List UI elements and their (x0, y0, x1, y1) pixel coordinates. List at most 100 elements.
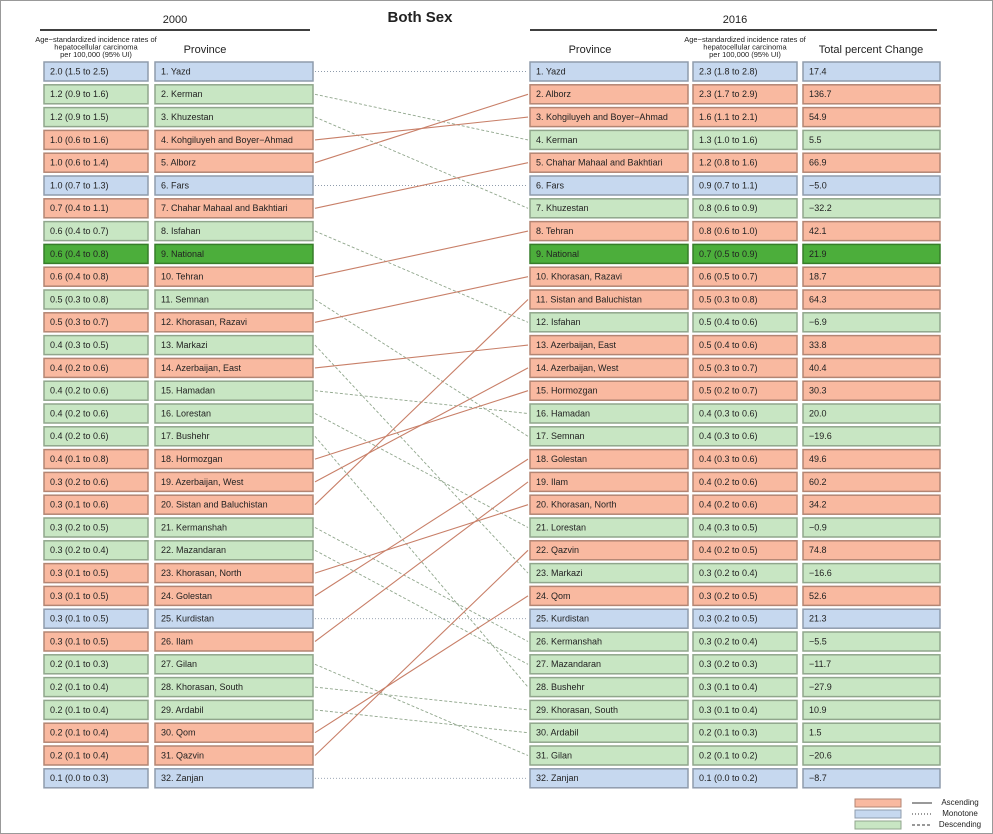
cell-text: −16.6 (809, 568, 832, 578)
cell-text: 22. Qazvin (536, 545, 579, 555)
cell-text: 30.3 (809, 386, 827, 396)
cell-text: 7. Khuzestan (536, 203, 589, 213)
cell-text: 2.3 (1.7 to 2.9) (699, 89, 758, 99)
cell (43, 699, 149, 721)
cell-text: 2. Kerman (161, 89, 203, 99)
cell-text: 0.4 (0.2 to 0.6) (50, 431, 109, 441)
cell (802, 699, 941, 721)
column-header: hepatocellular carcinoma (54, 42, 138, 51)
cell (154, 220, 314, 242)
cell (529, 198, 689, 219)
cell-text: 0.2 (0.1 to 0.4) (50, 728, 109, 738)
cell (529, 175, 689, 196)
cell (529, 106, 689, 128)
cell-text: 8. Isfahan (161, 226, 201, 236)
cell (154, 198, 314, 219)
cell-text: 26. Ilam (161, 636, 193, 646)
cell-text: 17.4 (809, 66, 827, 76)
cell (154, 380, 314, 401)
cell (154, 84, 314, 105)
cell (529, 220, 689, 242)
cell (154, 152, 314, 173)
cell (154, 562, 314, 584)
cell (692, 562, 798, 584)
title: Both Sex (387, 9, 453, 26)
cell-text: 0.5 (0.3 to 0.7) (699, 363, 758, 373)
cell (154, 266, 314, 287)
cell-text: 0.3 (0.1 to 0.4) (699, 705, 758, 715)
cell-text: 29. Khorasan, South (536, 705, 618, 715)
cell (529, 243, 689, 265)
cell-text: 18.7 (809, 272, 827, 282)
cell-text: 0.4 (0.3 to 0.6) (699, 454, 758, 464)
cell-text: 0.3 (0.2 to 0.4) (699, 568, 758, 578)
cell (529, 84, 689, 105)
cell-text: 4. Kohgiluyeh and Boyer−Ahmad (161, 135, 293, 145)
cell-text: 2.0 (1.5 to 2.5) (50, 66, 109, 76)
cell-text: 0.7 (0.4 to 1.1) (50, 203, 109, 213)
cell-text: 21. Kermanshah (161, 522, 227, 532)
cell (529, 585, 689, 607)
cell (802, 152, 941, 173)
rank-link (314, 527, 529, 642)
cell-text: 0.5 (0.3 to 0.7) (50, 317, 109, 327)
cell (802, 84, 941, 105)
cell (802, 357, 941, 379)
cell-text: 4. Kerman (536, 135, 578, 145)
cell-text: 2. Alborz (536, 89, 572, 99)
cell-text: 28. Bushehr (536, 682, 585, 692)
cell-text: 25. Kurdistan (161, 614, 214, 624)
cell (154, 106, 314, 128)
cell (43, 357, 149, 379)
cell-text: 0.4 (0.1 to 0.8) (50, 454, 109, 464)
cell-text: 0.3 (0.2 to 0.6) (50, 477, 109, 487)
cell-text: 60.2 (809, 477, 827, 487)
cell-text: 0.4 (0.2 to 0.6) (50, 363, 109, 373)
cell-text: 0.5 (0.2 to 0.7) (699, 386, 758, 396)
cell (529, 540, 689, 561)
cell-text: 0.3 (0.1 to 0.5) (50, 636, 109, 646)
cell (529, 152, 689, 173)
cell (529, 448, 689, 470)
cell (802, 448, 941, 470)
cell (692, 243, 798, 265)
cell-text: 6. Fars (161, 180, 190, 190)
cell-text: 1.6 (1.1 to 2.1) (699, 112, 758, 122)
cell-text: 22. Mazandaran (161, 545, 226, 555)
cell-text: 0.3 (0.2 to 0.4) (50, 545, 109, 555)
rank-link (314, 116, 529, 209)
cell (802, 722, 941, 743)
cell-text: 0.3 (0.2 to 0.4) (699, 636, 758, 646)
rank-link (314, 93, 529, 141)
cell (43, 517, 149, 538)
column-header: Total percent Change (819, 44, 924, 56)
cell-text: −19.6 (809, 431, 832, 441)
column-header: hepatocellular carcinoma (703, 42, 787, 51)
cell-text: 0.3 (0.1 to 0.5) (50, 568, 109, 578)
cell (154, 699, 314, 721)
cell-text: 16. Lorestan (161, 408, 211, 418)
cell (529, 289, 689, 310)
cell (529, 768, 689, 789)
cell-text: 0.9 (0.7 to 1.1) (699, 180, 758, 190)
cell-text: 13. Markazi (161, 340, 208, 350)
cell-text: 29. Ardabil (161, 705, 204, 715)
cell (802, 631, 941, 652)
cell-text: 3. Kohgiluyeh and Boyer−Ahmad (536, 112, 668, 122)
cell-text: 10. Tehran (161, 272, 203, 282)
cell-text: 0.2 (0.1 to 0.4) (50, 705, 109, 715)
cell-text: 31. Gilan (536, 750, 572, 760)
cell-text: 19. Azerbaijan, West (161, 477, 244, 487)
cell (529, 426, 689, 447)
cell-text: 0.3 (0.1 to 0.4) (699, 682, 758, 692)
cell (802, 676, 941, 698)
cell (43, 722, 149, 743)
cell-text: 2.3 (1.8 to 2.8) (699, 66, 758, 76)
cell (692, 152, 798, 173)
rank-link (314, 549, 529, 665)
rank-link (314, 230, 529, 278)
cell (802, 585, 941, 607)
cell-text: 33.8 (809, 340, 827, 350)
rank-link (314, 709, 529, 734)
